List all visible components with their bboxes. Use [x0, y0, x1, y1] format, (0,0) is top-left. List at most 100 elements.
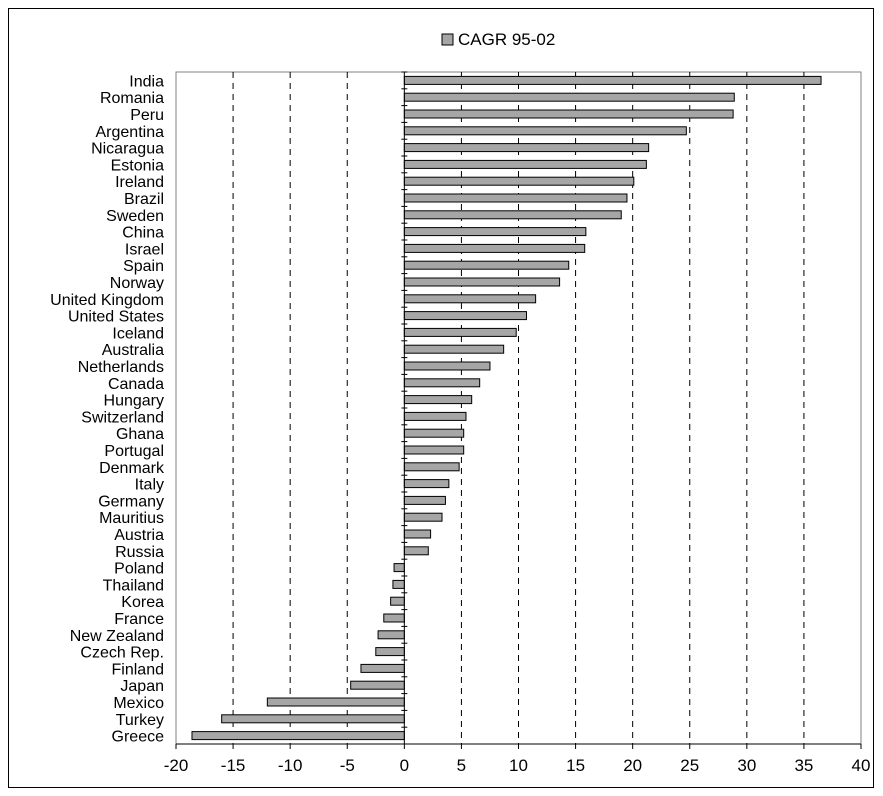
category-label: Mexico	[113, 695, 164, 712]
bar	[403, 378, 481, 388]
category-label: Sweden	[106, 208, 164, 225]
category-label: Germany	[98, 493, 164, 510]
category-label: Denmark	[99, 460, 165, 477]
bar	[403, 277, 561, 287]
legend-swatch	[441, 33, 454, 46]
category-label: Switzerland	[81, 409, 164, 426]
legend: CAGR 95-02	[441, 30, 555, 49]
x-tick-label: -20	[164, 756, 189, 775]
bar	[403, 495, 446, 505]
category-label: Norway	[110, 275, 164, 292]
bar	[403, 529, 432, 539]
x-tick-label: -5	[340, 756, 355, 775]
category-label: Czech Rep.	[80, 645, 164, 662]
category-label: United States	[68, 309, 164, 326]
x-tick-label: 15	[566, 756, 585, 775]
x-tick-label: 5	[457, 756, 466, 775]
bar	[403, 462, 460, 472]
category-label: Portugal	[104, 443, 164, 460]
category-label: Russia	[115, 544, 164, 561]
x-tick-label: 0	[400, 756, 409, 775]
category-label: Brazil	[124, 191, 164, 208]
category-label: Nicaragua	[91, 141, 164, 158]
bar	[390, 596, 405, 606]
bar	[403, 143, 650, 153]
category-label: United Kingdom	[50, 292, 164, 309]
bar	[350, 680, 405, 690]
category-label: Finland	[112, 661, 164, 678]
bar	[377, 630, 405, 640]
chart-frame: CAGR 95-02 India Romania Peru Argentina Nica…	[8, 8, 874, 788]
bar	[403, 361, 491, 371]
category-label: Australia	[102, 342, 164, 359]
category-label: Austria	[114, 527, 164, 544]
category-label: Hungary	[104, 393, 164, 410]
bar	[403, 428, 465, 438]
category-label: Italy	[135, 477, 164, 494]
bar	[403, 479, 450, 489]
category-label: Canada	[108, 376, 164, 393]
bar	[403, 243, 586, 253]
bar	[375, 647, 405, 657]
bar	[403, 344, 505, 354]
x-tick-label: 20	[623, 756, 642, 775]
bar	[403, 395, 473, 405]
category-labels: IndiaRomaniaPeruArgentinaNicaraguaEstoni…	[50, 73, 165, 745]
category-label: Korea	[121, 594, 164, 611]
bar	[403, 126, 687, 136]
x-tick-label: 35	[794, 756, 813, 775]
bar	[266, 697, 405, 707]
category-label: Israel	[125, 241, 164, 258]
bar	[403, 75, 822, 85]
bar	[403, 294, 537, 304]
bar	[403, 159, 647, 169]
category-label: Netherlands	[78, 359, 164, 376]
category-label: France	[114, 611, 164, 628]
category-label: India	[129, 73, 164, 90]
bar	[221, 714, 405, 724]
x-tick-label: 30	[737, 756, 756, 775]
bar	[403, 109, 734, 119]
x-tick-label: 25	[680, 756, 699, 775]
category-label: Spain	[123, 258, 164, 275]
bar	[403, 445, 465, 455]
bars	[191, 75, 822, 741]
category-label: Japan	[120, 678, 164, 695]
category-label: Iceland	[112, 325, 164, 342]
category-label: Thailand	[103, 577, 164, 594]
bar	[403, 512, 443, 522]
x-tick-label: 10	[509, 756, 528, 775]
category-label: Mauritius	[99, 510, 164, 527]
bar	[403, 92, 735, 102]
bar	[393, 563, 405, 573]
bar	[360, 663, 405, 673]
bar	[403, 176, 635, 186]
category-label: Ghana	[116, 426, 164, 443]
bar	[383, 613, 405, 623]
category-label: Poland	[114, 561, 164, 578]
bar	[191, 731, 405, 741]
category-label: Estonia	[111, 157, 164, 174]
bar	[403, 327, 517, 337]
bar	[403, 193, 628, 203]
category-label: Greece	[112, 729, 165, 746]
x-tick-label: -15	[221, 756, 246, 775]
category-label: Argentina	[96, 124, 165, 141]
bar	[403, 227, 587, 237]
category-label: Ireland	[115, 174, 164, 191]
category-label: China	[122, 225, 164, 242]
category-label: New Zealand	[70, 628, 164, 645]
axes	[175, 71, 862, 749]
category-label: Romania	[100, 90, 164, 107]
category-label: Peru	[130, 107, 164, 124]
x-tick-labels: -20 -15 -10 -5 0 5 10 15 20 25 30 35 40	[164, 756, 871, 775]
category-label: Turkey	[116, 712, 164, 729]
x-tick-label: 40	[852, 756, 871, 775]
vertical-gridlines	[232, 72, 805, 744]
bar	[403, 210, 622, 220]
bar	[403, 546, 429, 556]
bar	[403, 311, 527, 321]
bar	[403, 411, 467, 421]
x-tick-label: -10	[278, 756, 303, 775]
bar	[392, 579, 405, 589]
